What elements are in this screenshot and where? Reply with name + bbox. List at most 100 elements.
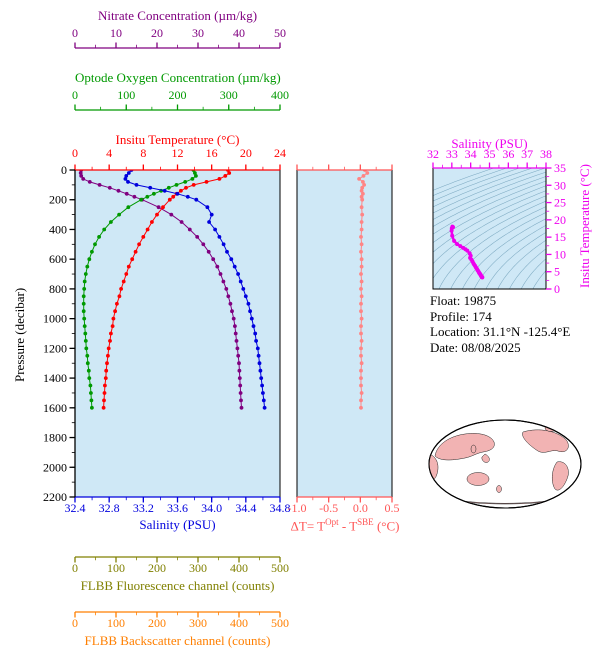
tick-label: 20 <box>240 146 252 160</box>
tick-label: 8 <box>140 146 146 160</box>
continents <box>429 424 569 505</box>
delta-t-axis: -1.0 -0.5 0.0 0.5 <box>288 496 400 515</box>
oxygen-axis: 0 100 200 300 400 <box>72 88 289 111</box>
tick-label: 0 <box>72 561 78 575</box>
temperature-curve <box>101 170 232 410</box>
tick-label: 32.4 <box>65 501 86 515</box>
tick-label: 300 <box>220 88 238 102</box>
salinity-axis-title: Salinity (PSU) <box>139 517 216 532</box>
float-info: Float: 19875 Profile: 174 Location: 31.1… <box>430 293 570 355</box>
tick-label: 38 <box>540 147 552 161</box>
world-map <box>428 419 582 509</box>
tick-label: 5 <box>554 265 560 279</box>
tick-label: 34 <box>465 147 477 161</box>
temperature-axis-title: Insitu Temperature (°C) <box>115 132 240 147</box>
tick-label: 300 <box>189 616 207 630</box>
tick-label: 0 <box>72 26 78 40</box>
fluorescence-axis: 0 100 200 300 400 500 <box>72 556 289 575</box>
tick-label: 37 <box>521 147 533 161</box>
delta-t-title-part: (°C) <box>373 518 400 534</box>
tick-label: 2000 <box>43 460 67 474</box>
nitrate-curve <box>78 170 244 410</box>
tick-label: 200 <box>148 561 166 575</box>
tick-label: 400 <box>230 616 248 630</box>
tick-label: 600 <box>49 252 67 266</box>
fluorescence-axis-title: FLBB Fluorescence channel (counts) <box>80 578 275 593</box>
tick-label: 20 <box>151 26 163 40</box>
tick-label: 500 <box>271 616 289 630</box>
ts-salinity-axis: 32 33 34 35 36 37 38 <box>427 147 552 169</box>
tick-label: 50 <box>274 26 286 40</box>
tick-label: -1.0 <box>288 501 307 515</box>
ts-temperature-axis: 0 5 10 15 20 25 30 35 <box>546 161 566 296</box>
tick-label: 30 <box>554 178 566 192</box>
tick-label: 100 <box>117 88 135 102</box>
oxygen-axis-title: Optode Oxygen Concentration (µm/kg) <box>75 70 281 85</box>
float-info-location: Location: 31.1°N -125.4°E <box>430 324 571 339</box>
tick-label: 10 <box>110 26 122 40</box>
delta-t-title-part: ΔT= T <box>290 518 326 534</box>
tick-label: 0 <box>72 616 78 630</box>
tick-label: -0.5 <box>319 501 338 515</box>
float-info-date: Date: 08/08/2025 <box>430 339 521 355</box>
pressure-axis-title: Pressure (decibar) <box>12 287 27 383</box>
tick-label: 20 <box>554 213 566 227</box>
delta-t-axis-title: ΔT= TOpt - TSBE (°C) <box>280 517 410 534</box>
tick-label: 15 <box>554 230 566 244</box>
tick-label: 33 <box>446 147 458 161</box>
tick-label: 25 <box>554 196 566 210</box>
tick-label: 36 <box>502 147 514 161</box>
tick-label: 300 <box>189 561 207 575</box>
tick-label: 0.5 <box>385 501 400 515</box>
tick-label: 34.0 <box>201 501 222 515</box>
tick-label: 35 <box>554 161 566 175</box>
delta-t-title-sup-opt: Opt <box>325 517 339 527</box>
nitrate-axis-title: Nitrate Concentration (µm/kg) <box>97 8 258 23</box>
tick-label: 1600 <box>43 401 67 415</box>
float-info-float: Float: 19875 <box>430 293 497 308</box>
tick-label: 0 <box>72 88 78 102</box>
backscatter-axis: 0 100 200 300 400 500 <box>72 611 289 630</box>
tick-label: 30 <box>192 26 204 40</box>
float-info-profile: Profile: 174 <box>430 308 492 324</box>
tick-label: 200 <box>169 88 187 102</box>
tick-label: 0 <box>554 282 560 296</box>
delta-t-axis-top <box>296 164 393 171</box>
tick-label: 34.8 <box>270 501 291 515</box>
tick-label: 12 <box>172 146 184 160</box>
delta-t-plot-background <box>297 170 392 497</box>
nitrate-axis: 0 10 20 30 40 50 <box>72 26 286 49</box>
tick-label: 100 <box>107 616 125 630</box>
tick-label: 400 <box>271 88 289 102</box>
sigma-theta-contours <box>433 168 546 289</box>
tick-label: 500 <box>271 561 289 575</box>
tick-label: 33.2 <box>133 501 154 515</box>
tick-label: 35 <box>484 147 496 161</box>
ts-curve <box>449 224 485 280</box>
tick-label: 400 <box>230 561 248 575</box>
pressure-axis: 0 200 400 600 800 1000 1200 1400 1600 1800 2000 220… <box>43 163 76 504</box>
tick-label: 1000 <box>43 312 67 326</box>
tick-label: 34.4 <box>235 501 256 515</box>
tick-label: 40 <box>233 26 245 40</box>
tick-label: 400 <box>49 222 67 236</box>
ts-temperature-axis-title: Insitu Temperature (°C) <box>577 164 592 288</box>
delta-t-title-part: - T <box>338 518 358 534</box>
backscatter-axis-title: FLBB Backscatter channel (counts) <box>84 633 271 648</box>
tick-label: 4 <box>106 146 112 160</box>
oxygen-curve <box>81 170 198 410</box>
tick-label: 33.6 <box>167 501 188 515</box>
delta-t-curve <box>357 170 370 410</box>
tick-label: 0 <box>61 163 67 177</box>
delta-t-title-sup-sbe: SBE <box>357 517 374 527</box>
tick-label: 0.0 <box>353 501 368 515</box>
tick-label: 0 <box>72 146 78 160</box>
tick-label: 16 <box>206 146 218 160</box>
tick-label: 800 <box>49 282 67 296</box>
tick-label: 1800 <box>43 431 67 445</box>
salinity-curve <box>123 170 267 410</box>
temperature-axis: 0 4 8 12 16 20 24 <box>72 146 286 171</box>
